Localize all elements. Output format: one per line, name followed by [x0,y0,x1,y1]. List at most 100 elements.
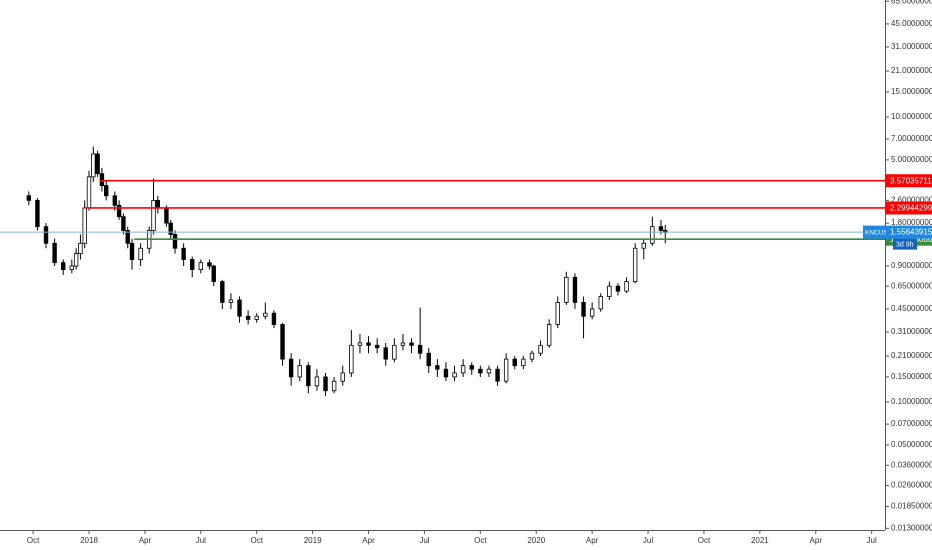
x-tick-label: Apr [810,536,823,545]
candle-body [538,344,543,354]
candle-body [331,380,337,392]
symbol-box [863,225,886,239]
candle-body [245,315,251,320]
candle-body [340,372,345,382]
candle-body [435,365,440,370]
candle-body [624,281,629,292]
candle-body [426,352,431,367]
candle-body [641,242,646,249]
countdown-box [893,238,917,250]
y-tick-label: 0.01850000 [891,502,932,511]
candle-body [529,352,535,360]
y-tick-label: 0.21000000 [891,351,932,360]
x-tick-label: 2021 [751,536,769,545]
candle-body [82,207,87,244]
candle-body [598,296,603,310]
candle-body [254,315,259,320]
x-tick-label: Apr [139,536,152,545]
candle-body [207,262,212,267]
y-tick-label: 0.15000000 [891,372,932,381]
candle-body [374,344,380,349]
x-tick-label: Jul [867,536,877,545]
candle-body [306,365,311,387]
candle-body [129,242,135,260]
last-price-label: 1.55643915 [890,228,932,237]
x-tick-label: 2019 [304,536,322,545]
candle-body [52,242,57,264]
y-tick-label: 2.60000000 [891,195,932,204]
y-tick-label: 0.65000000 [891,281,932,290]
y-tick-label: 0.90000000 [891,261,932,270]
candle-body [297,365,302,378]
y-tick-label: 15.00000000 [891,87,932,96]
candle-body [198,262,204,270]
x-tick-label: Jul [419,536,429,545]
candle-body [417,344,423,354]
candle-body [546,324,552,346]
candle-body [116,204,122,218]
x-tick-label: Oct [474,536,487,545]
y-tick-label: 1.80000000 [891,218,932,227]
candle-body [486,368,492,374]
x-tick-label: Jul [643,536,653,545]
x-tick-label: 2018 [80,536,98,545]
y-tick-label: 31.00000000 [891,42,932,51]
candle-body [460,365,466,374]
candle-body [155,199,161,209]
y-tick-label: 0.45000000 [891,304,932,313]
last-price-box [886,225,932,239]
candle-body [314,376,320,387]
x-tick-label: Apr [362,536,375,545]
candle-body [86,176,92,209]
level-label-box [886,174,932,188]
candle-body [400,342,406,346]
candle-body [95,153,100,175]
y-tick-label: 21.00000000 [891,66,932,75]
candle-body [91,153,96,178]
candle-body [211,265,216,282]
level-label-box [886,201,932,215]
candle-body [190,259,195,270]
candle-body [138,247,143,260]
candle-body [383,347,388,360]
candle-body [220,281,225,303]
y-tick-label: 0.07000000 [891,419,932,428]
y-tick-label: 45.00000000 [891,19,932,28]
candle-body [104,185,109,197]
y-tick-label: 0.05000000 [891,440,932,449]
candle-body [323,376,328,392]
candle-body [521,358,526,367]
candle-body [392,344,397,360]
x-tick-label: Oct [27,536,40,545]
candle-body [172,234,178,249]
candle-body [349,344,354,374]
y-tick-label: 5.00000000 [891,155,932,164]
x-tick-label: Apr [586,536,599,545]
candle-body [452,372,457,378]
candle-body [151,199,156,231]
candle-body [650,226,655,244]
candle-body [228,299,234,303]
y-tick-label: 10.00000000 [891,112,932,121]
x-tick-label: Oct [251,536,264,545]
candle-body [43,226,49,244]
candle-body [112,195,118,206]
candle-body [495,368,500,382]
candle-body [271,312,277,325]
candle-body [503,358,509,382]
candle-body [589,308,595,317]
candle-body [581,302,586,317]
level-label: 3.57035711 [890,176,932,185]
candle-body [121,216,126,231]
x-tick-label: Jul [196,536,206,545]
candle-body [512,358,517,367]
y-tick-label: 0.01300000 [891,523,932,532]
candle-body [26,195,32,201]
candle-body [469,365,474,370]
candle-body [61,262,66,270]
candle-body [73,253,79,267]
x-tick-label: 2020 [527,536,545,545]
symbol-label: KNCUSD [865,229,893,236]
candle-body [125,230,130,244]
